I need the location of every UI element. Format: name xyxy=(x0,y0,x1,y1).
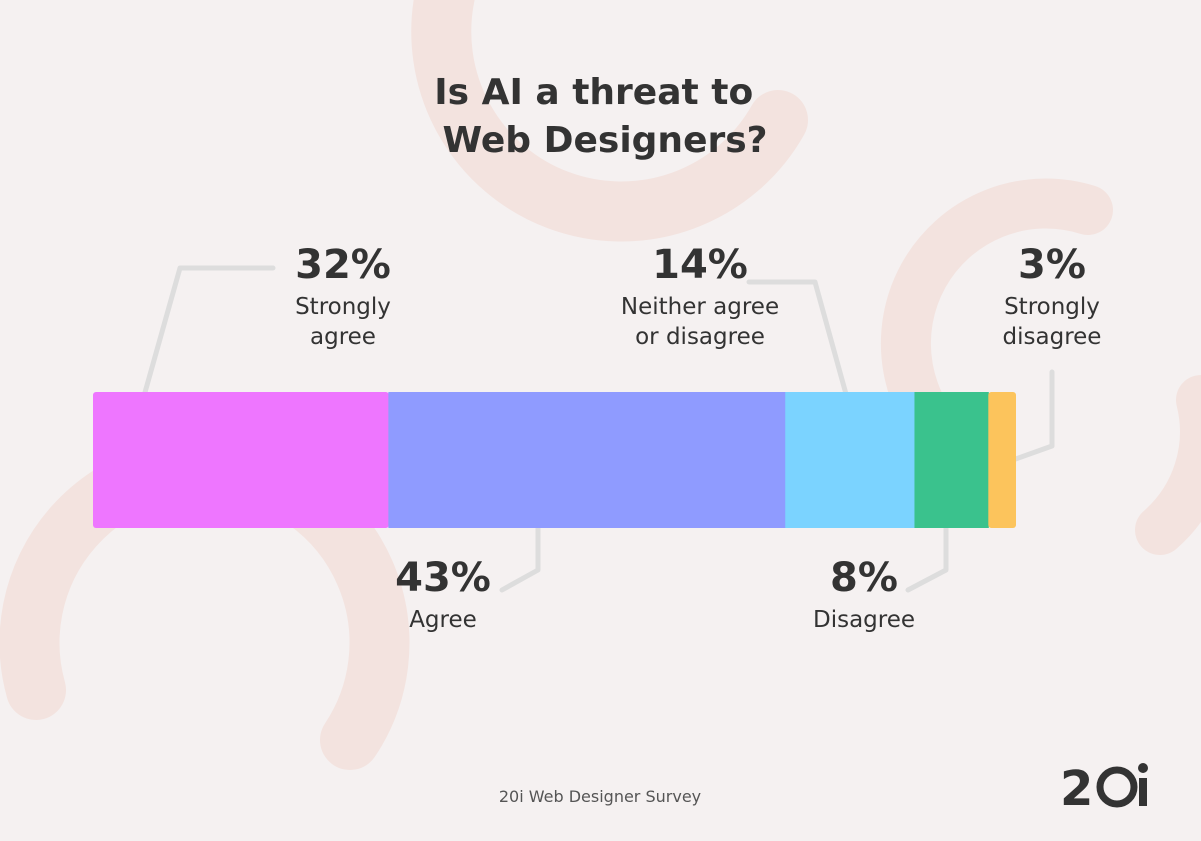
chart-title: Is AI a threat to Web Designers? xyxy=(434,72,767,161)
leader-line-strongly-agree xyxy=(139,265,276,406)
bar-segment-neither-agree-or-disagree xyxy=(785,392,915,528)
category-label-neither-agree-or-disagree-line-2: or disagree xyxy=(635,324,765,350)
category-label-strongly-agree-line-1: Strongly xyxy=(295,294,391,320)
logo-i-stem xyxy=(1139,778,1147,806)
title-line-1: Is AI a threat to xyxy=(434,72,753,113)
bar-segment-disagree xyxy=(914,392,989,528)
category-label-agree-line-1: Agree xyxy=(409,607,477,633)
category-label-strongly-disagree-line-1: Strongly xyxy=(1004,294,1100,320)
bar-segment-strongly-agree xyxy=(93,392,389,528)
logo-digits: 2 xyxy=(1060,761,1093,817)
value-label-neither-agree-or-disagree: 14% xyxy=(652,242,748,288)
stacked-bar xyxy=(93,392,1016,528)
logo-ring xyxy=(1096,766,1138,808)
category-label-strongly-agree-line-2: agree xyxy=(310,324,376,350)
value-label-strongly-disagree: 3% xyxy=(1018,242,1086,288)
category-label-strongly-disagree-line-2: disagree xyxy=(1003,324,1102,350)
segment-labels: 32% Strongly agree 43% Agree 14% Neither agree… xyxy=(295,242,1101,633)
logo-i-dot xyxy=(1138,763,1148,773)
leader-line-strongly-disagree xyxy=(1007,369,1055,464)
bar-segment-agree xyxy=(388,392,786,528)
value-label-agree: 43% xyxy=(395,555,491,601)
title-line-2: Web Designers? xyxy=(442,120,767,161)
source-caption: 20i Web Designer Survey xyxy=(499,787,701,806)
brand-logo: 2 xyxy=(1060,761,1148,817)
category-label-neither-agree-or-disagree-line-1: Neither agree xyxy=(621,294,779,320)
bar-segment-strongly-disagree xyxy=(988,392,1016,528)
value-label-disagree: 8% xyxy=(830,555,898,601)
category-label-disagree-line-1: Disagree xyxy=(813,607,915,633)
value-label-strongly-agree: 32% xyxy=(295,242,391,288)
leader-line-neither-agree-or-disagree xyxy=(746,279,849,397)
